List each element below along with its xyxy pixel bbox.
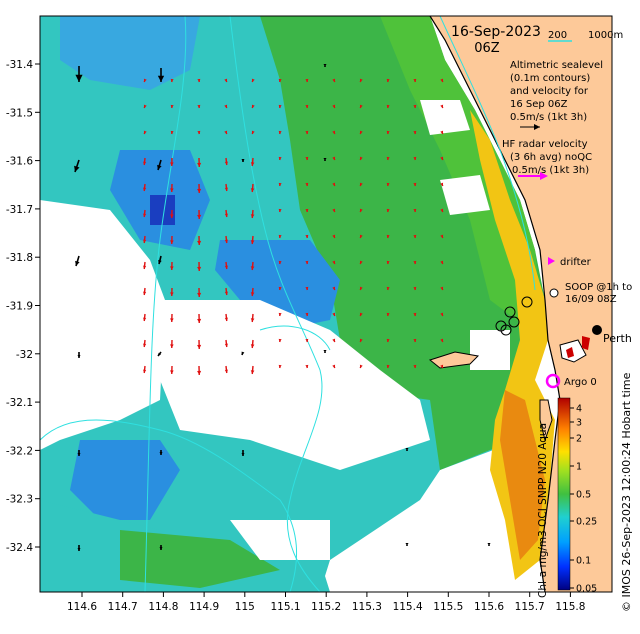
svg-text:Altimetric sealevel: Altimetric sealevel: [510, 60, 603, 71]
lat-axis: -31.4 -31.5 -31.6 -31.7 -31.8 -31.9 -32 -32.1 -3…: [6, 59, 40, 554]
soop-legend-marker: [550, 289, 558, 297]
perth-marker: [592, 325, 602, 335]
svg-text:(0.1m contours): (0.1m contours): [510, 73, 590, 84]
colorbar-tick-label: 0.1: [576, 556, 591, 567]
map-time: 06Z: [474, 41, 500, 56]
soop-legend: SOOP @1h to 16/09 08Z: [565, 282, 632, 305]
lon-tick-label: 114.8: [148, 601, 178, 613]
svg-text:HF radar velocity: HF radar velocity: [502, 139, 588, 150]
colorbar-tick-label: 0.05: [576, 584, 597, 595]
argo-label: Argo 0: [564, 377, 597, 388]
lat-tick-label: -32.3: [6, 494, 33, 506]
lat-tick-label: -31.5: [6, 107, 33, 119]
colorbar-tick-label: 0.25: [576, 517, 597, 528]
lon-tick-label: 115.8: [555, 601, 585, 613]
lon-tick-label: 115.4: [393, 601, 423, 613]
bathy-1000-label: 1000m: [588, 30, 623, 41]
lat-tick-label: -31.9: [6, 301, 33, 313]
svg-text:16 Sep 06Z: 16 Sep 06Z: [510, 99, 568, 110]
colorbar-tick-label: 1: [576, 462, 582, 473]
svg-text:0.5m/s (1kt 3h): 0.5m/s (1kt 3h): [510, 112, 587, 123]
svg-text:16/09 08Z: 16/09 08Z: [565, 294, 617, 305]
lon-tick-label: 114.9: [189, 601, 219, 613]
lat-tick-label: -31.8: [6, 252, 33, 264]
lon-tick-label: 115.6: [474, 601, 504, 613]
lon-tick-label: 115.3: [352, 601, 382, 613]
lat-tick-label: -32.2: [6, 445, 33, 457]
lat-tick-label: -31.4: [6, 59, 33, 71]
lon-tick-label: 115.2: [311, 601, 341, 613]
lon-axis: 114.6 114.7 114.8 114.9 115 115.1 115.2 115.3 11…: [67, 592, 585, 613]
lon-tick-label: 115.5: [433, 601, 463, 613]
colorbar-tick-label: 3: [576, 418, 582, 429]
perth-label: Perth: [603, 332, 632, 345]
lon-tick-label: 114.6: [67, 601, 97, 613]
lon-tick-label: 114.7: [108, 601, 138, 613]
hf-radar-legend: HF radar velocity (3 6h avg) noQC 0.5m/s…: [502, 139, 592, 180]
svg-text:drifter: drifter: [560, 257, 592, 268]
lon-tick-label: 115.1: [270, 601, 300, 613]
svg-text:(3 6h avg) noQC: (3 6h avg) noQC: [510, 152, 592, 163]
lat-tick-label: -32.1: [6, 397, 33, 409]
colorbar-tick-label: 4: [576, 404, 582, 415]
lat-tick-label: -32: [16, 349, 33, 361]
colorbar-tick-label: 2: [576, 434, 582, 445]
bathy-200-label: 200: [548, 30, 567, 41]
colorbar-label: Chl-a mg/m3 OCI SNPP N20 Aqua: [537, 423, 549, 598]
svg-text:and velocity for: and velocity for: [510, 86, 589, 97]
colorbar-tick-label: 0.5: [576, 490, 591, 501]
colorbar: [558, 398, 570, 590]
lon-tick-label: 115: [235, 601, 255, 613]
lat-tick-label: -32.4: [6, 542, 33, 554]
copyright-label: © IMOS 26-Sep-2023 12:00:24 Hobart time: [620, 372, 633, 612]
lat-tick-label: -31.7: [6, 204, 33, 216]
lon-tick-label: 115.7: [515, 601, 545, 613]
svg-text:0.5m/s (1kt 3h): 0.5m/s (1kt 3h): [512, 165, 589, 176]
map-date: 16-Sep-2023: [451, 24, 541, 40]
lat-tick-label: -31.6: [6, 156, 33, 168]
svg-text:SOOP @1h to: SOOP @1h to: [565, 282, 632, 293]
